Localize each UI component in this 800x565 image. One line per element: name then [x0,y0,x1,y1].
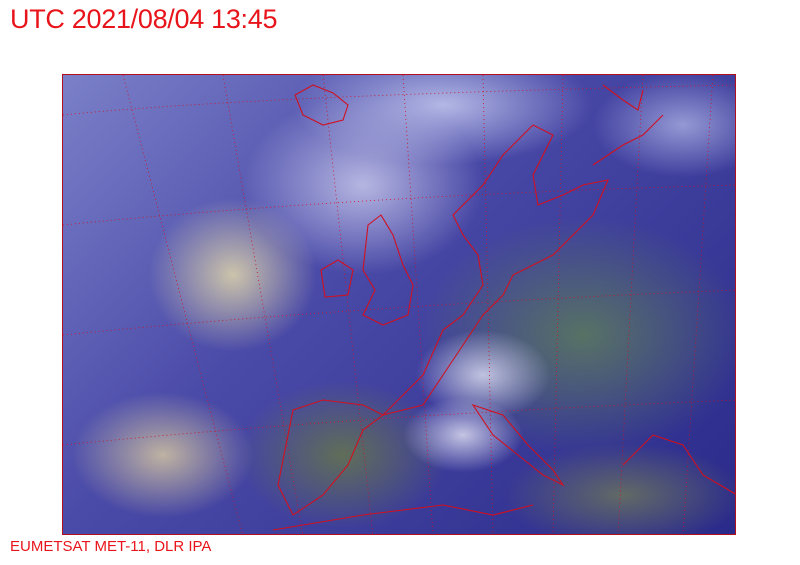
graticule [63,75,735,534]
coastlines [272,84,735,531]
image-credit: EUMETSAT MET-11, DLR IPA [10,538,212,555]
coastline-overlay [63,75,735,534]
satellite-map [62,74,736,535]
timestamp-title: UTC 2021/08/04 13:45 [10,4,278,34]
